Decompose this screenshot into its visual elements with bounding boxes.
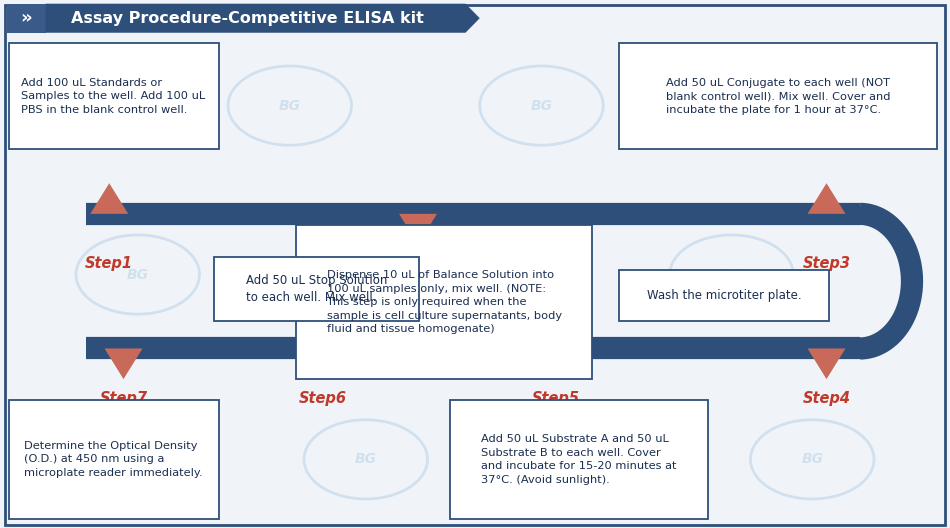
Text: Wash the microtiter plate.: Wash the microtiter plate. [647,289,802,302]
Text: BG: BG [126,268,149,281]
Text: BG: BG [278,99,301,112]
FancyBboxPatch shape [9,43,218,149]
Polygon shape [7,4,46,33]
Polygon shape [90,183,128,214]
Text: Step4: Step4 [803,391,850,406]
Polygon shape [304,318,342,348]
Text: Add 100 uL Standards or
Samples to the well. Add 100 uL
PBS in the blank control: Add 100 uL Standards or Samples to the w… [22,78,205,115]
Text: Step7: Step7 [100,391,147,406]
Text: BG: BG [354,452,377,466]
Text: Dispense 10 uL of Balance Solution into
100 uL samples only, mix well. (NOTE:
Th: Dispense 10 uL of Balance Solution into … [327,270,561,334]
FancyBboxPatch shape [296,225,592,379]
Text: BG: BG [530,99,553,112]
FancyBboxPatch shape [450,400,708,519]
Text: Determine the Optical Density
(O.D.) at 450 nm using a
microplate reader immedia: Determine the Optical Density (O.D.) at … [24,441,203,478]
Polygon shape [46,4,480,33]
Text: BG: BG [445,268,467,281]
Text: Step6: Step6 [299,391,347,406]
Text: Add 50 uL Conjugate to each well (NOT
blank control well). Mix well. Cover and
i: Add 50 uL Conjugate to each well (NOT bl… [666,78,890,115]
FancyBboxPatch shape [619,43,937,149]
Polygon shape [537,348,575,379]
Polygon shape [104,348,142,379]
Text: »: » [20,9,31,27]
Text: Step2: Step2 [394,256,442,271]
Text: Step1: Step1 [86,256,133,271]
FancyBboxPatch shape [5,5,945,525]
Text: BG: BG [801,452,824,466]
Text: Step3: Step3 [803,256,850,271]
Polygon shape [399,214,437,244]
Text: Step5: Step5 [532,391,579,406]
Text: Add 50 uL Stop Solution
to each well. Mix well.: Add 50 uL Stop Solution to each well. Mi… [246,274,387,304]
FancyBboxPatch shape [619,270,829,321]
FancyBboxPatch shape [214,257,419,321]
Text: BG: BG [720,268,743,281]
Polygon shape [808,348,846,379]
FancyBboxPatch shape [9,400,218,519]
Polygon shape [808,183,846,214]
Text: Add 50 uL Substrate A and 50 uL
Substrate B to each well. Cover
and incubate for: Add 50 uL Substrate A and 50 uL Substrat… [482,434,676,485]
Text: BG: BG [573,452,596,466]
Text: Assay Procedure-Competitive ELISA kit: Assay Procedure-Competitive ELISA kit [70,11,424,26]
